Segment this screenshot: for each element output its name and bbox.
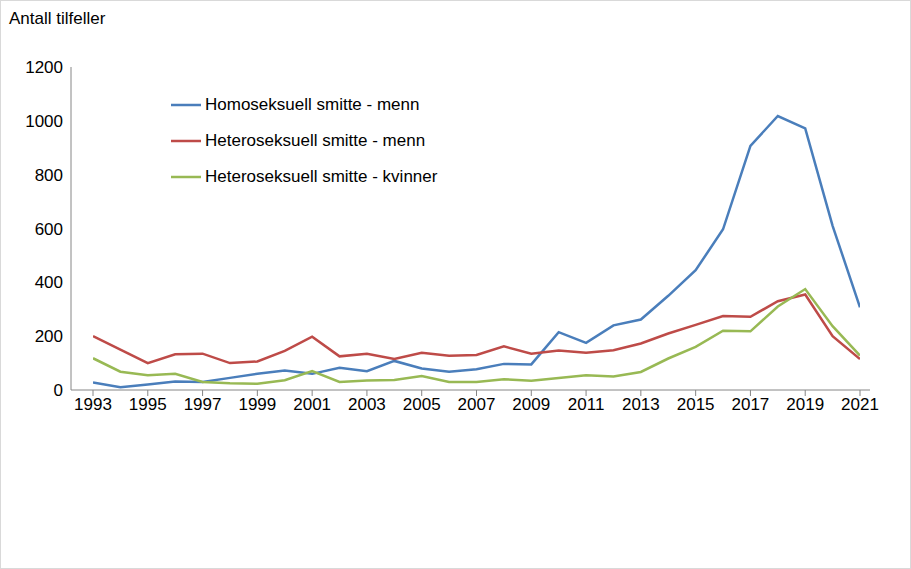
- svg-text:1200: 1200: [25, 58, 63, 77]
- svg-text:400: 400: [35, 273, 63, 292]
- svg-text:2021: 2021: [841, 395, 879, 414]
- html-text:Heteroseksuell smitte - kvinne: Heteroseksuell smitte - kvinner: [205, 167, 438, 186]
- svg-text:1997: 1997: [184, 395, 222, 414]
- svg-text:2015: 2015: [677, 395, 715, 414]
- svg-text:2003: 2003: [348, 395, 386, 414]
- svg-text:600: 600: [35, 220, 63, 239]
- svg-text:1995: 1995: [129, 395, 167, 414]
- svg-text:2013: 2013: [622, 395, 660, 414]
- svg-text:2011: 2011: [568, 395, 605, 414]
- svg-text:1993: 1993: [74, 395, 112, 414]
- svg-text:2001: 2001: [293, 395, 331, 414]
- svg-text:0: 0: [54, 381, 63, 400]
- svg-text:1000: 1000: [25, 112, 63, 131]
- svg-text:2009: 2009: [512, 395, 550, 414]
- svg-text:2005: 2005: [403, 395, 441, 414]
- svg-text:2019: 2019: [786, 395, 824, 414]
- html-text:Antall tilfeller: Antall tilfeller: [9, 9, 106, 28]
- svg-text:2007: 2007: [458, 395, 496, 414]
- html-text:Homoseksuell smitte - menn: Homoseksuell smitte - menn: [205, 95, 420, 114]
- svg-text:1999: 1999: [238, 395, 276, 414]
- html-text:Heteroseksuell smitte - menn: Heteroseksuell smitte - menn: [205, 131, 426, 150]
- svg-text:2017: 2017: [732, 395, 770, 414]
- svg-text:200: 200: [35, 327, 63, 346]
- svg-text:800: 800: [35, 166, 63, 185]
